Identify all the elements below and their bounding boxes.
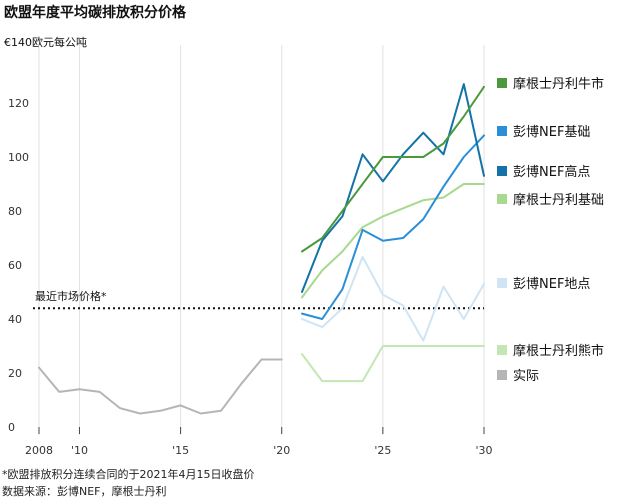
legend-label: 彭博NEF高点 — [513, 164, 590, 180]
source-note: 数据来源：彭博NEF，摩根士丹利 — [2, 484, 167, 498]
footnote: *欧盟排放积分连续合同的于2021年4月15日收盘价 — [2, 467, 255, 481]
legend-swatch — [497, 345, 507, 355]
series-line — [301, 255, 485, 342]
series-line — [301, 134, 485, 320]
y-tick-label: 40 — [8, 313, 22, 326]
grid — [38, 45, 485, 435]
y-tick-label: 0 — [8, 421, 15, 434]
series-line — [38, 358, 283, 415]
y-tick-label: 120 — [8, 97, 29, 110]
legend-swatch — [497, 278, 507, 288]
x-tick-label: '30 — [475, 444, 492, 457]
legend-swatch — [497, 78, 507, 88]
series-line — [301, 83, 485, 293]
series-line — [301, 345, 485, 383]
y-tick-label: 80 — [8, 205, 22, 218]
reference-line-label: 最近市场价格* — [35, 289, 107, 303]
y-ticks: 0 20 40 60 80 100 120 — [8, 97, 29, 434]
reference-line-group: 最近市场价格* — [33, 289, 484, 310]
legend-label: 彭博NEF地点 — [513, 277, 590, 292]
legend: 摩根士丹利牛市彭博NEF基础彭博NEF高点摩根士丹利基础彭博NEF地点摩根士丹利… — [497, 76, 604, 384]
legend-label: 实际 — [513, 369, 539, 384]
legend-label: 摩根士丹利熊市 — [513, 343, 604, 359]
legend-swatch — [497, 126, 507, 136]
x-tick-label: '25 — [374, 444, 391, 457]
x-ticks: 2008 '10 '15 '20 '25 '30 — [25, 427, 493, 457]
legend-swatch — [497, 370, 507, 380]
y-tick-label: 60 — [8, 259, 22, 272]
y-tick-label: 20 — [8, 367, 22, 380]
series-line — [301, 85, 485, 253]
series-line — [301, 183, 485, 299]
chart-title: 欧盟年度平均碳排放积分价格 — [4, 4, 187, 21]
x-tick-label: 2008 — [25, 444, 53, 457]
legend-swatch — [497, 166, 507, 176]
y-axis-label: €140欧元每公吨 — [4, 35, 87, 49]
legend-label: 摩根士丹利基础 — [513, 192, 604, 208]
y-tick-label: 100 — [8, 151, 29, 164]
x-tick-label: '15 — [172, 444, 189, 457]
x-tick-label: '10 — [71, 444, 88, 457]
x-tick-label: '20 — [273, 444, 290, 457]
series-group — [38, 83, 485, 415]
legend-label: 摩根士丹利牛市 — [513, 76, 604, 92]
legend-swatch — [497, 194, 507, 204]
legend-label: 彭博NEF基础 — [513, 125, 590, 140]
